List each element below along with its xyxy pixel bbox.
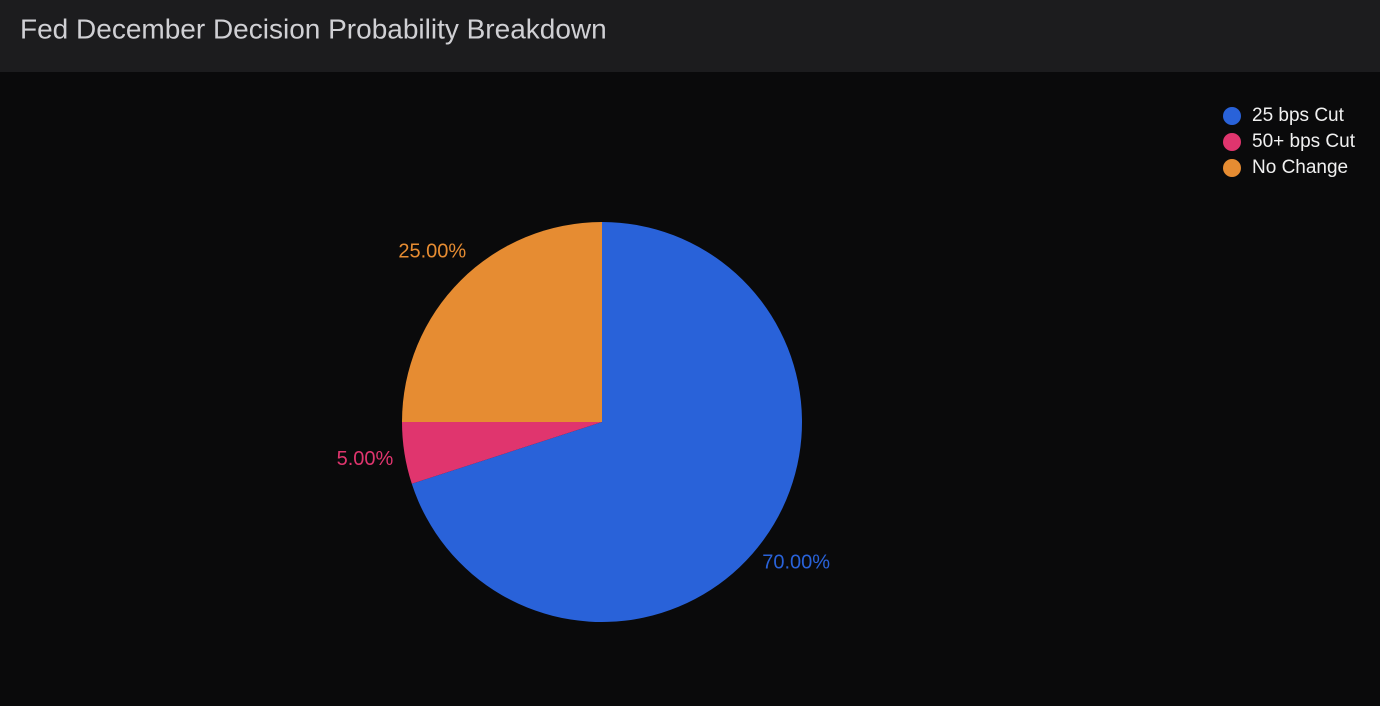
header-bar: [0, 0, 1380, 72]
legend-label: 25 bps Cut: [1252, 105, 1345, 126]
chart-title: Fed December Decision Probability Breakd…: [20, 13, 607, 44]
legend-marker: [1223, 107, 1241, 125]
pie-slice: [402, 422, 602, 484]
legend-marker: [1223, 159, 1241, 177]
legend-label: 50+ bps Cut: [1252, 131, 1356, 152]
legend-label: No Change: [1252, 157, 1348, 178]
pie-slice: [402, 222, 602, 422]
pie-slice: [411, 222, 802, 622]
legend-marker: [1223, 133, 1241, 151]
slice-label: 25.00%: [398, 241, 466, 263]
slice-label: 70.00%: [762, 551, 830, 573]
slice-label: 5.00%: [337, 448, 394, 470]
